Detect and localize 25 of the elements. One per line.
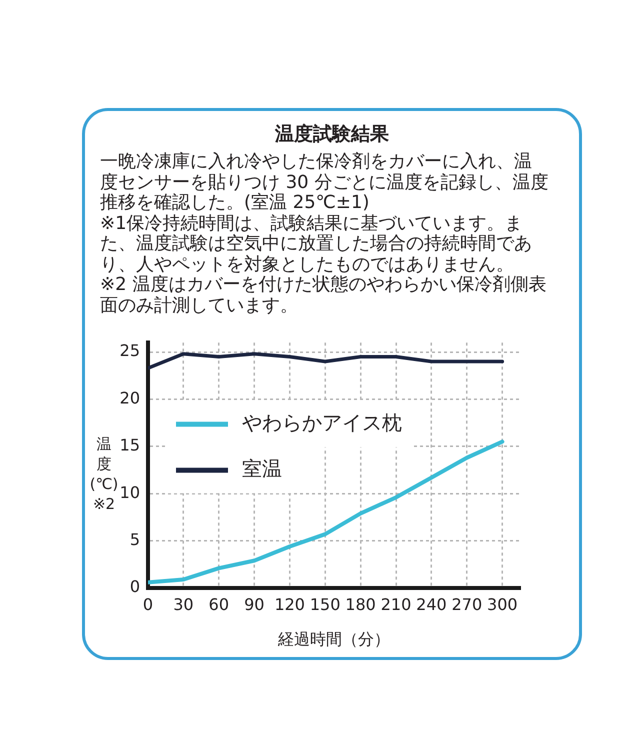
legend-label: やわらかアイス枕 <box>242 410 402 435</box>
y-tick-label: 20 <box>120 388 140 408</box>
text: ※2 温度はカバーを付けた状態のやわらかい保冷剤側表面のみ計測しています。 <box>100 274 548 316</box>
x-tick-label: 300 <box>487 594 518 614</box>
x-tick-label: 210 <box>380 594 412 614</box>
x-tick-label: 120 <box>274 594 305 614</box>
x-tick-label: 240 <box>416 594 447 614</box>
y-tick-label: 5 <box>130 530 140 549</box>
x-tick-label: 180 <box>345 594 376 614</box>
text: 一晩冷凍庫に入れ冷やした保冷剤をカバーに入れ、温度センサーを貼りつけ 30 分ごとに温度を記録し、温度推移を確認した。(室温 25℃±1) <box>100 151 549 214</box>
x-tick-label: 270 <box>452 594 482 614</box>
x-tick-label: 90 <box>244 594 264 614</box>
text: ※1保冷持続時間は、試験結果に基づいています。また、温度試験は空気中に放置した場合の持続時間であり、人やペットを対象としたものではありません。 <box>100 212 533 274</box>
y-tick-label: 25 <box>120 341 140 360</box>
legend-label: 室温 <box>242 456 282 481</box>
x-axis-title: 経過時間（分） <box>277 630 390 649</box>
x-tick-label: 0 <box>142 594 154 614</box>
y-tick-label: 15 <box>120 436 140 455</box>
x-tick-label: 60 <box>208 594 230 614</box>
x-tick-label: 150 <box>310 594 340 614</box>
y-tick-label: 10 <box>120 482 140 502</box>
chart-title: 温度試験結果 <box>274 122 390 146</box>
x-tick-label: 30 <box>173 594 194 614</box>
y-tick-label: 0 <box>130 577 140 596</box>
y-axis-title: 温度(℃)※2 <box>88 435 120 513</box>
